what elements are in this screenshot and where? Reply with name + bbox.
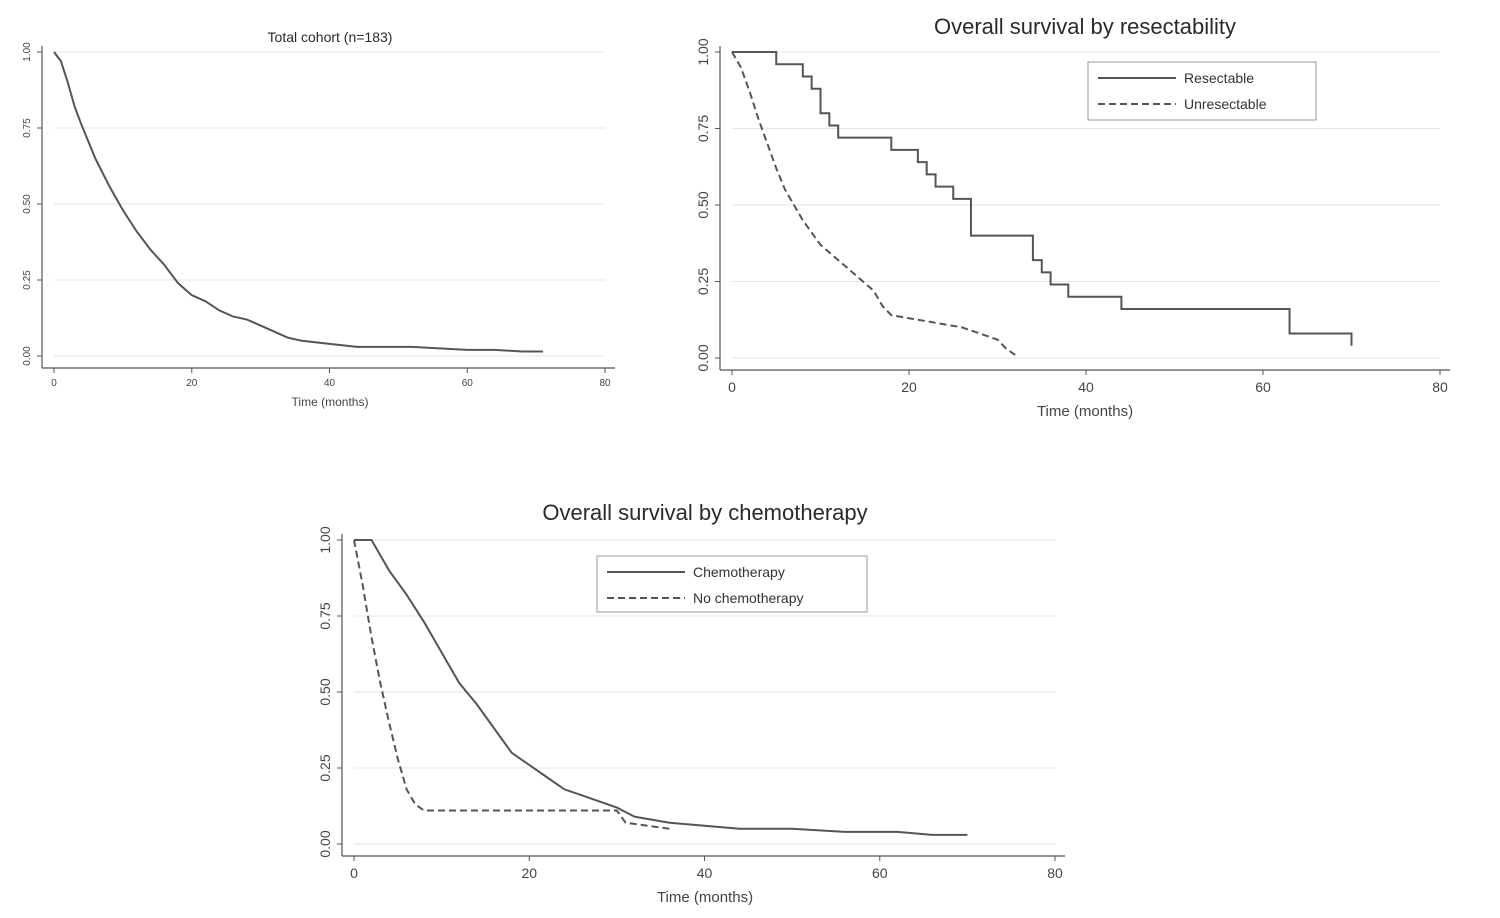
x-tick-label: 60 bbox=[462, 378, 474, 389]
x-tick-label: 20 bbox=[901, 379, 917, 395]
y-tick-label: 0.50 bbox=[695, 191, 711, 218]
x-tick-label: 60 bbox=[872, 865, 888, 881]
x-tick-label: 40 bbox=[324, 378, 336, 389]
y-tick-label: 0.75 bbox=[22, 118, 33, 138]
x-tick-label: 60 bbox=[1255, 379, 1271, 395]
legend-label: Unresectable bbox=[1184, 96, 1267, 112]
x-tick-label: 0 bbox=[51, 378, 57, 389]
x-tick-label: 0 bbox=[350, 865, 358, 881]
panel-total-cohort: Total cohort (n=183) Time (months) 0.00 0… bbox=[22, 29, 615, 409]
x-tick-label: 20 bbox=[186, 378, 198, 389]
chart-title: Total cohort (n=183) bbox=[268, 29, 393, 45]
legend-box bbox=[596, 555, 868, 613]
legend-label: No chemotherapy bbox=[693, 590, 804, 606]
y-tick-label: 0.00 bbox=[317, 830, 333, 857]
legend-box bbox=[1087, 61, 1317, 121]
series-line-no-chemotherapy bbox=[353, 539, 670, 830]
y-tick-label: 1.00 bbox=[695, 38, 711, 65]
x-tick-label: 0 bbox=[728, 379, 736, 395]
legend: Resectable Unresectable bbox=[1087, 61, 1317, 121]
legend: Chemotherapy No chemotherapy bbox=[596, 555, 868, 613]
y-tick-label: 0.50 bbox=[317, 678, 333, 705]
x-tick-label: 80 bbox=[1432, 379, 1448, 395]
series-line-resectable bbox=[732, 51, 1353, 346]
y-tick-label: 0.25 bbox=[317, 754, 333, 781]
y-tick-label: 0.25 bbox=[22, 270, 33, 290]
legend-label: Chemotherapy bbox=[693, 564, 785, 580]
series-line-0 bbox=[53, 51, 544, 353]
x-tick-label: 80 bbox=[599, 378, 611, 389]
y-tick-label: 0.75 bbox=[695, 115, 711, 142]
x-tick-label: 80 bbox=[1047, 865, 1063, 881]
series-line-chemotherapy bbox=[354, 539, 968, 836]
y-tick-label: 0.50 bbox=[22, 194, 33, 214]
chart-title: Overall survival by chemotherapy bbox=[542, 500, 867, 525]
series-line-unresectable bbox=[731, 51, 1016, 356]
y-tick-label: 0.25 bbox=[695, 268, 711, 295]
x-tick-label: 40 bbox=[697, 865, 713, 881]
chart-title: Overall survival by resectability bbox=[934, 14, 1236, 39]
y-tick-label: 0.00 bbox=[695, 344, 711, 371]
x-axis-label: Time (months) bbox=[657, 889, 753, 906]
x-axis-label: Time (months) bbox=[1037, 403, 1133, 420]
panel-resectability: Overall survival by resectability Time (… bbox=[695, 14, 1450, 420]
x-tick-label: 40 bbox=[1078, 379, 1094, 395]
panel-chemotherapy: Overall survival by chemotherapy Time (m… bbox=[317, 500, 1065, 906]
y-tick-label: 1.00 bbox=[22, 42, 33, 62]
y-tick-label: 1.00 bbox=[317, 526, 333, 553]
legend-label: Resectable bbox=[1184, 70, 1254, 86]
x-axis-label: Time (months) bbox=[292, 395, 369, 409]
x-tick-label: 20 bbox=[521, 865, 537, 881]
y-tick-label: 0.00 bbox=[22, 346, 33, 366]
y-tick-label: 0.75 bbox=[317, 602, 333, 629]
